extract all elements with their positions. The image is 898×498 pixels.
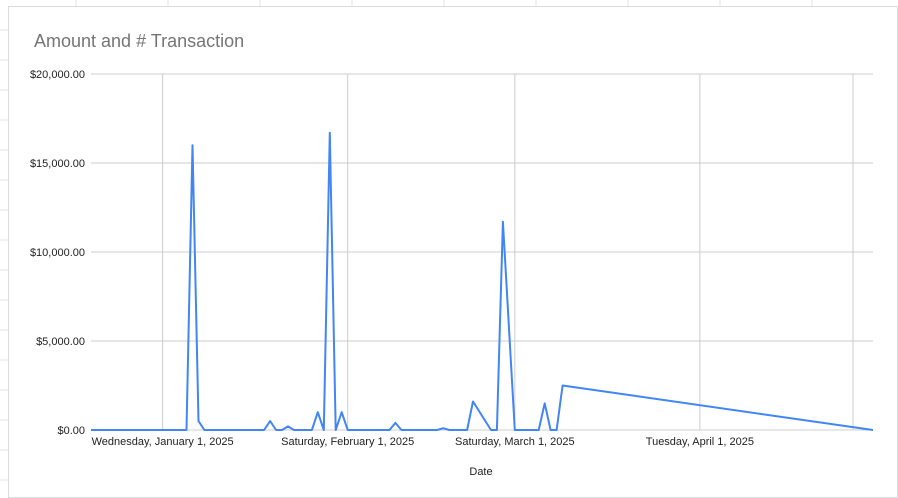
y-tick-label: $10,000.00 <box>30 247 85 259</box>
data-points <box>91 133 873 430</box>
series-line <box>91 131 874 431</box>
x-tick-label: Tuesday, April 1, 2025 <box>646 436 754 448</box>
y-tick-label: $5,000.00 <box>36 336 85 348</box>
x-tick-label: Saturday, February 1, 2025 <box>281 436 414 448</box>
y-tick-label: $15,000.00 <box>30 158 85 170</box>
horizontal-gridlines <box>91 73 873 431</box>
x-tick-label: Wednesday, January 1, 2025 <box>92 436 234 448</box>
y-tick-label: $0.00 <box>57 425 85 437</box>
x-axis-tick-labels: Wednesday, January 1, 2025 Saturday, Febr… <box>92 436 754 448</box>
y-tick-label: $20,000.00 <box>30 69 85 81</box>
chart-title: Amount and # Transaction <box>34 31 245 51</box>
y-axis-tick-labels: $0.00 $5,000.00 $10,000.00 $15,000.00 $20,00… <box>30 69 85 437</box>
x-tick-label: Saturday, March 1, 2025 <box>455 436 575 448</box>
x-axis-title: Date <box>469 466 492 478</box>
vertical-gridlines <box>162 74 854 430</box>
data-series <box>91 131 874 431</box>
